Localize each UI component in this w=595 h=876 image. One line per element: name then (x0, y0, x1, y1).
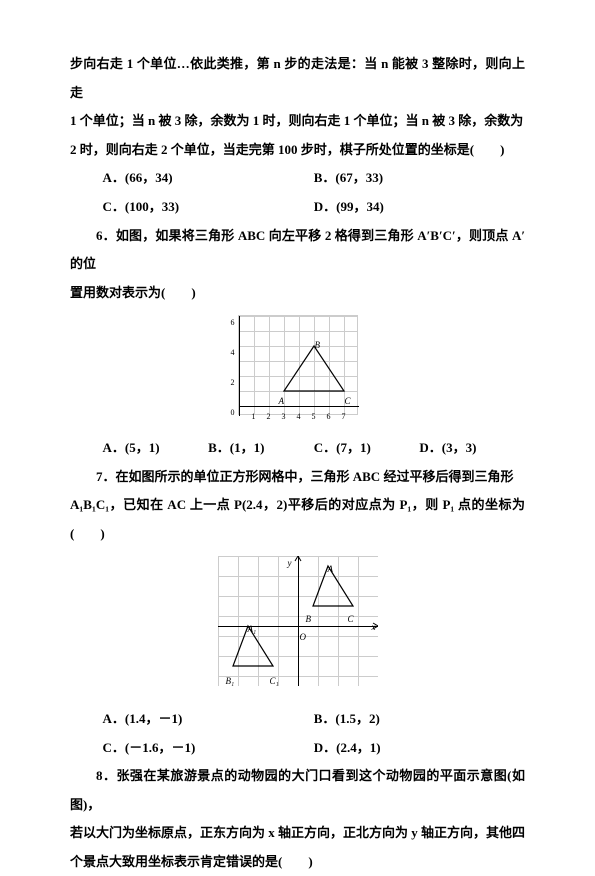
q6-optB: B．(1，1) (208, 434, 314, 463)
q7-optD: D．(2.4，1) (314, 734, 525, 763)
q7-label-B1: B₁ (226, 672, 235, 692)
q6-label-A: A (279, 392, 285, 412)
q6-tick-x2: 2 (267, 408, 271, 426)
q7-figure: O x y A B C A₁ B₁ C₁ (218, 556, 378, 686)
q5-optB: B．(67，33) (314, 164, 525, 193)
q5-line2: 1 个单位；当 n 被 3 除，余数为 1 时，则向右走 1 个单位；当 n 被… (70, 107, 525, 136)
q7-options-row2: C．(－1.6，－1) D．(2.4，1) (70, 734, 525, 763)
q7-line1: 7．在如图所示的单位正方形网格中，三角形 ABC 经过平移后得到三角形 (70, 463, 525, 492)
q6-label-C: C (345, 392, 351, 412)
q6-triangle (239, 316, 359, 416)
q7-figure-wrap: O x y A B C A₁ B₁ C₁ (70, 556, 525, 697)
q8-line1: 8．张强在某旅游景点的动物园的大门口看到这个动物园的平面示意图(如图)， (70, 762, 525, 819)
q7-label-B: B (306, 610, 312, 630)
q7-label-x: x (372, 618, 376, 638)
q6-tick-x6: 6 (327, 408, 331, 426)
q6-line2: 置用数对表示为( ) (70, 279, 525, 308)
q5-optD: D．(99，34) (314, 193, 525, 222)
q6-tick-x1: 1 (252, 408, 256, 426)
q7-options-row1: A．(1.4，－1) B．(1.5，2) (70, 705, 525, 734)
q6-optD: D．(3，3) (419, 434, 525, 463)
q7-optA: A．(1.4，－1) (103, 705, 314, 734)
q5-options-row2: C．(100，33) D．(99，34) (70, 193, 525, 222)
q6-optC: C．(7，1) (314, 434, 420, 463)
q7-label-O: O (300, 628, 307, 648)
q6-options: A．(5，1) B．(1，1) C．(7，1) D．(3，3) (70, 434, 525, 463)
q5-line1: 步向右走 1 个单位…依此类推，第 n 步的走法是：当 n 能被 3 整除时，则… (70, 50, 525, 107)
q6-tick-o: 0 (231, 404, 235, 422)
q6-tick-y2: 2 (231, 374, 235, 392)
q7-optB: B．(1.5，2) (314, 705, 525, 734)
q6-line1: 6．如图，如果将三角形 ABC 向左平移 2 格得到三角形 A′B′C′，则顶点… (70, 222, 525, 279)
q7-label-A: A (328, 560, 334, 580)
q7-label-A1: A₁ (248, 620, 257, 640)
q5-options-row1: A．(66，34) B．(67，33) (70, 164, 525, 193)
q8-line3: 个景点大致用坐标表示肯定错误的是( ) (70, 848, 525, 876)
q6-tick-x5: 5 (312, 408, 316, 426)
q6-tick-x4: 4 (297, 408, 301, 426)
q5-line3: 2 时，则向右走 2 个单位，当走完第 100 步时，棋子所处位置的坐标是( ) (70, 136, 525, 165)
q8-line2: 若以大门为坐标原点，正东方向为 x 轴正方向，正北方向为 y 轴正方向，其他四 (70, 819, 525, 848)
q6-tick-y4: 4 (231, 344, 235, 362)
q6-label-B: B (315, 336, 321, 356)
q5-optA: A．(66，34) (103, 164, 314, 193)
q6-figure: 6 4 2 0 1 2 3 4 5 6 7 A B C (238, 315, 358, 415)
q6-tick-y6: 6 (231, 314, 235, 332)
q6-optA: A．(5，1) (103, 434, 209, 463)
q6-figure-wrap: 6 4 2 0 1 2 3 4 5 6 7 A B C (70, 315, 525, 426)
q7-label-C1: C₁ (270, 672, 279, 692)
q7-line2: A₁B₁C₁，已知在 AC 上一点 P(2.4，2)平移后的对应点为 P₁，则 … (70, 491, 525, 548)
q7-label-y: y (288, 554, 292, 574)
q5-optC: C．(100，33) (103, 193, 314, 222)
q7-label-C: C (348, 610, 354, 630)
q7-optC: C．(－1.6，－1) (103, 734, 314, 763)
